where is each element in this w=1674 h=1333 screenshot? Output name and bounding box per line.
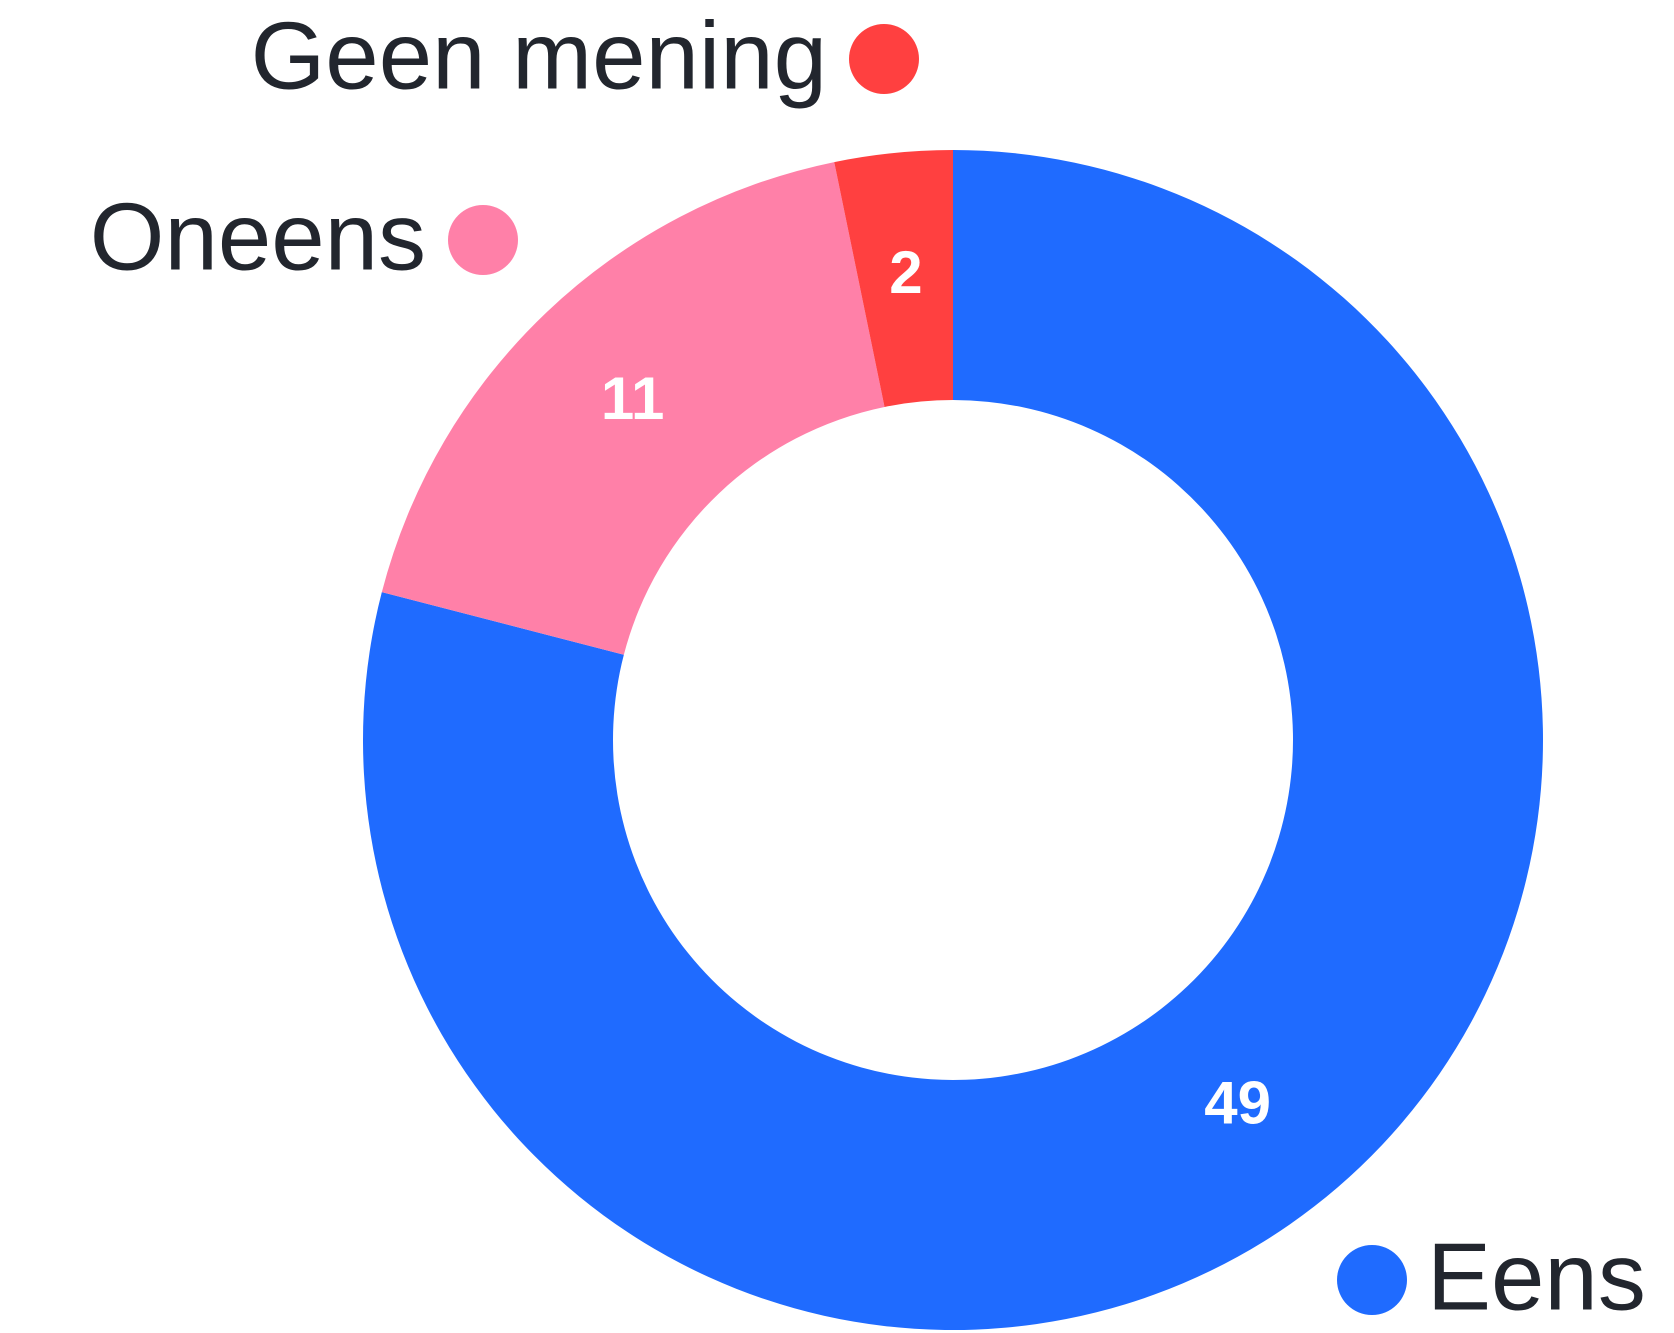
legend-dot xyxy=(849,24,919,94)
value-label: 2 xyxy=(889,239,922,306)
value-label: 49 xyxy=(1204,1070,1271,1137)
legend-dot xyxy=(448,205,518,275)
slice xyxy=(834,150,953,407)
legend-label: Oneens xyxy=(90,183,426,290)
slice xyxy=(362,150,1543,1331)
slice xyxy=(381,162,885,655)
legend-label: Eens xyxy=(1427,1223,1646,1330)
legend-dot xyxy=(1337,1245,1407,1315)
legend-label: Geen mening xyxy=(251,2,827,109)
value-label: 11 xyxy=(601,365,664,432)
